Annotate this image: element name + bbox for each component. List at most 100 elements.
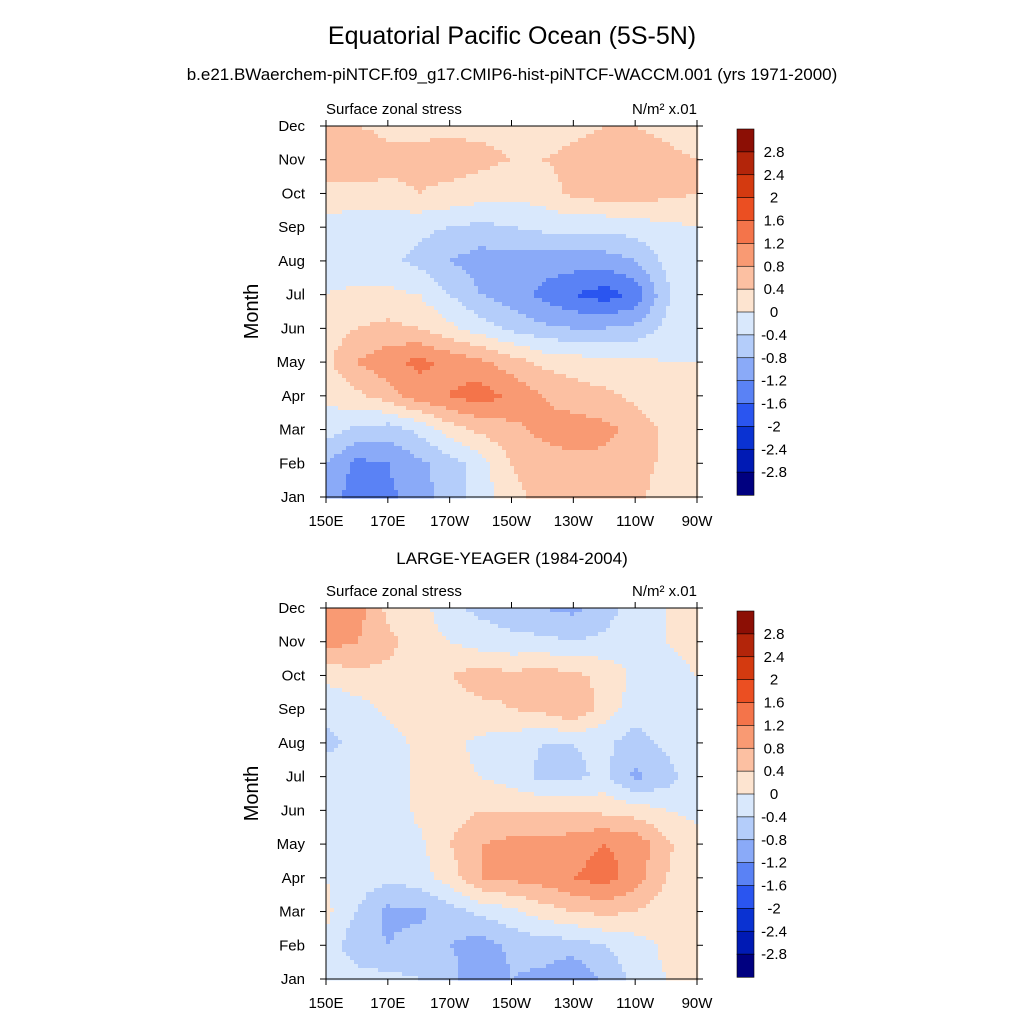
contour-cell	[398, 190, 403, 195]
contour-cell	[658, 226, 663, 231]
contour-cell	[450, 162, 455, 167]
contour-cell	[398, 298, 403, 303]
contour-cell	[342, 270, 347, 275]
contour-cell	[474, 250, 479, 255]
contour-cell	[690, 238, 695, 243]
contour-cell	[574, 238, 579, 243]
contour-cell	[566, 162, 571, 167]
contour-cell	[678, 150, 683, 155]
contour-cell	[422, 162, 427, 167]
contour-cell	[422, 270, 427, 275]
contour-cell	[394, 130, 399, 135]
contour-cell	[594, 322, 599, 327]
contour-cell	[694, 302, 699, 307]
contour-cell	[506, 330, 511, 335]
contour-cell	[634, 270, 639, 275]
contour-cell	[566, 310, 571, 315]
contour-cell	[566, 258, 571, 263]
contour-cell	[406, 250, 411, 255]
contour-cell	[474, 338, 479, 343]
contour-cell	[550, 130, 555, 135]
contour-cell	[598, 258, 603, 263]
contour-cell	[670, 174, 675, 179]
contour-cell	[330, 254, 335, 259]
contour-cell	[650, 250, 655, 255]
contour-cell	[406, 226, 411, 231]
contour-cell	[462, 146, 467, 151]
contour-cell	[634, 178, 639, 183]
contour-cell	[462, 142, 467, 147]
contour-cell	[466, 258, 471, 263]
contour-cell	[578, 318, 583, 323]
contour-cell	[562, 166, 567, 171]
contour-cell	[658, 282, 663, 287]
contour-cell	[522, 322, 527, 327]
contour-cell	[522, 330, 527, 335]
contour-cell	[462, 222, 467, 227]
contour-cell	[446, 166, 451, 171]
contour-cell	[594, 270, 599, 275]
contour-cell	[530, 298, 535, 303]
contour-cell	[514, 162, 519, 167]
contour-cell	[646, 186, 651, 191]
contour-cell	[650, 286, 655, 291]
contour-cell	[506, 242, 511, 247]
contour-cell	[474, 182, 479, 187]
contour-cell	[618, 130, 623, 135]
contour-cell	[422, 338, 427, 343]
contour-cell	[682, 150, 687, 155]
contour-cell	[566, 130, 571, 135]
contour-cell	[438, 166, 443, 171]
contour-cell	[494, 262, 499, 267]
contour-cell	[426, 162, 431, 167]
contour-cell	[622, 306, 627, 311]
contour-cell	[470, 242, 475, 247]
contour-cell	[334, 174, 339, 179]
contour-cell	[598, 130, 603, 135]
contour-cell	[530, 218, 535, 223]
contour-cell	[582, 262, 587, 267]
contour-cell	[562, 238, 567, 243]
contour-cell	[494, 186, 499, 191]
contour-cell	[442, 186, 447, 191]
contour-cell	[694, 218, 699, 223]
contour-cell	[666, 214, 671, 219]
contour-cell	[478, 334, 483, 339]
contour-cell	[678, 270, 683, 275]
contour-cell	[446, 162, 451, 167]
contour-cell	[382, 194, 387, 199]
contour-cell	[470, 134, 475, 139]
contour-cell	[386, 310, 391, 315]
contour-cell	[646, 242, 651, 247]
contour-cell	[550, 294, 555, 299]
contour-cell	[558, 166, 563, 171]
contour-cell	[554, 138, 559, 143]
contour-cell	[394, 154, 399, 159]
contour-cell	[602, 162, 607, 167]
contour-cell	[646, 194, 651, 199]
contour-cell	[382, 226, 387, 231]
contour-cell	[522, 242, 527, 247]
contour-cell	[622, 226, 627, 231]
contour-cell	[450, 302, 455, 307]
contour-cell	[458, 130, 463, 135]
contour-cell	[406, 182, 411, 187]
contour-cell	[678, 266, 683, 271]
contour-cell	[386, 134, 391, 139]
contour-cell	[338, 258, 343, 263]
contour-cell	[326, 166, 331, 171]
contour-cell	[402, 278, 407, 283]
contour-cell	[610, 222, 615, 227]
contour-cell	[418, 134, 423, 139]
contour-cell	[538, 254, 543, 259]
contour-cell	[566, 194, 571, 199]
contour-cell	[598, 174, 603, 179]
contour-cell	[586, 302, 591, 307]
contour-cell	[538, 286, 543, 291]
contour-cell	[402, 234, 407, 239]
contour-cell	[378, 298, 383, 303]
contour-cell	[654, 290, 659, 295]
contour-cell	[630, 254, 635, 259]
contour-cell	[522, 314, 527, 319]
contour-cell	[510, 214, 515, 219]
